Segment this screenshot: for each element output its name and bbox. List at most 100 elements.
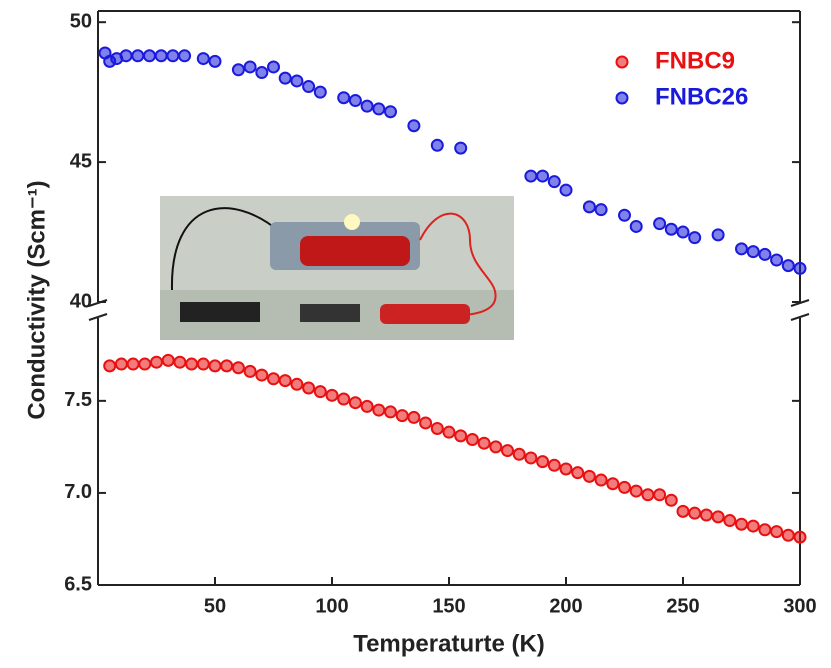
data-point (781, 528, 795, 542)
data-point (477, 436, 491, 450)
data-point (489, 440, 503, 454)
data-point (536, 455, 550, 469)
x-axis-label: Temperaturte (K) (353, 630, 545, 657)
data-point (664, 222, 678, 236)
legend-marker (615, 55, 629, 69)
data-point (372, 403, 386, 417)
data-point (196, 357, 210, 371)
x-tick-label: 200 (549, 595, 582, 617)
data-point (746, 245, 760, 259)
y-tick-label: 7.0 (64, 481, 92, 503)
y-tick-label: 50 (70, 10, 92, 32)
data-point (348, 94, 362, 108)
data-point (150, 355, 163, 369)
data-point (208, 54, 222, 68)
legend-label: FNBC26 (655, 83, 748, 110)
data-point (735, 242, 748, 256)
data-point (278, 374, 292, 388)
inset-photo (160, 196, 514, 340)
data-point (746, 519, 760, 533)
data-point (594, 203, 608, 217)
data-point (688, 506, 702, 520)
data-point (559, 183, 573, 197)
data-point (337, 91, 351, 105)
data-point (119, 49, 133, 63)
data-point (419, 416, 433, 430)
data-point (360, 99, 374, 113)
data-point (138, 357, 152, 371)
axis-break (88, 313, 108, 321)
data-point (688, 231, 702, 245)
data-point (325, 388, 339, 402)
data-point (735, 517, 748, 531)
data-point (126, 357, 140, 371)
axis-break (790, 299, 810, 307)
x-tick-label: 300 (783, 595, 816, 617)
x-tick-label: 150 (432, 595, 465, 617)
y-tick-label: 45 (70, 150, 92, 172)
data-point (594, 473, 608, 487)
data-point (302, 80, 316, 94)
data-point (161, 353, 175, 367)
x-tick-label: 50 (204, 595, 226, 617)
data-point (711, 510, 725, 524)
data-point (465, 433, 479, 447)
legend-marker (615, 91, 629, 105)
data-point (395, 409, 409, 423)
data-point (664, 493, 678, 507)
data-point (536, 169, 550, 183)
data-point (173, 355, 187, 369)
data-point (313, 85, 327, 99)
data-point (676, 504, 690, 518)
data-point (267, 372, 280, 386)
data-point (360, 399, 374, 413)
data-point (454, 141, 468, 155)
y-tick-label: 40 (70, 290, 92, 312)
data-point (114, 357, 128, 371)
data-point (723, 514, 737, 528)
data-point (255, 368, 269, 382)
data-point (653, 217, 667, 231)
data-point (278, 71, 292, 85)
data-point (559, 462, 573, 476)
data-point (290, 377, 304, 391)
y-tick-label: 7.5 (64, 389, 92, 411)
data-point (770, 525, 784, 539)
data-point (547, 175, 561, 189)
data-point (547, 458, 561, 472)
data-point (770, 253, 784, 267)
data-point (430, 138, 444, 152)
data-point (711, 228, 725, 242)
data-point (793, 261, 807, 275)
data-point (255, 66, 269, 80)
data-point (178, 49, 192, 63)
data-point (606, 477, 620, 491)
data-point (524, 169, 538, 183)
data-point (196, 52, 210, 66)
data-point (781, 259, 795, 273)
data-point (337, 392, 351, 406)
x-tick-label: 100 (315, 595, 348, 617)
y-axis-label: Conductivity (Scm⁻¹) (23, 180, 50, 419)
data-point (571, 466, 585, 480)
data-point (407, 119, 421, 133)
data-point (243, 60, 257, 74)
x-tick-label: 250 (666, 595, 699, 617)
data-point (793, 530, 807, 544)
data-point (676, 225, 690, 239)
data-point (302, 381, 316, 395)
axis-break (88, 299, 108, 307)
data-point (442, 425, 456, 439)
data-point (290, 74, 304, 88)
data-point (618, 480, 631, 494)
data-point (629, 219, 643, 233)
legend-label: FNBC9 (655, 47, 735, 74)
data-point (384, 105, 397, 119)
data-point (103, 359, 117, 373)
data-point (699, 508, 713, 522)
y-tick-label: 6.5 (64, 573, 92, 595)
data-point (407, 410, 421, 424)
data-point (641, 488, 655, 502)
data-point (220, 359, 234, 373)
